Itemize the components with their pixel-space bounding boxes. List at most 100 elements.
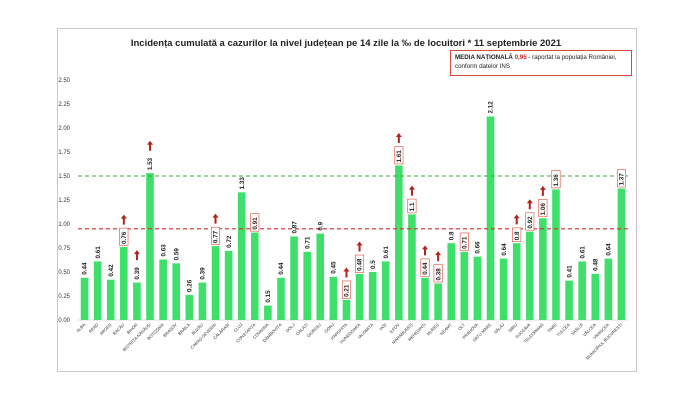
- value-label: 0.87: [291, 221, 298, 234]
- national-average-label: MEDIA NAȚIONALĂ: [455, 54, 513, 61]
- value-label-box: [119, 227, 129, 246]
- value-label: 0.64: [606, 243, 613, 256]
- value-label: 1.06: [540, 202, 547, 215]
- bar: [159, 259, 167, 320]
- increase-arrow-icon: [539, 185, 546, 196]
- bar: [381, 261, 390, 320]
- value-label: 0.42: [108, 264, 115, 277]
- value-label: 1.36: [553, 174, 560, 187]
- bar: [565, 280, 573, 320]
- national-average-text-1: - raportat la populația României,: [526, 54, 617, 61]
- category-label: OLT: [457, 322, 466, 331]
- bar: [539, 218, 547, 320]
- bar: [552, 189, 560, 320]
- national-average-note: MEDIA NAȚIONALĂ 0,95 - raportat la popul…: [450, 50, 632, 76]
- bar: [447, 243, 456, 320]
- value-label: 0.59: [173, 248, 180, 261]
- value-label: 0.45: [331, 261, 338, 274]
- value-label: 0.71: [462, 236, 469, 249]
- category-label: NEAMȚ: [439, 322, 453, 336]
- category-label: BACĂU: [112, 322, 126, 336]
- category-label: GORJ: [323, 322, 335, 334]
- y-tick-label: 1.75: [58, 150, 70, 156]
- national-average-text-2: conform datelor INS: [455, 63, 511, 70]
- bar: [512, 243, 521, 320]
- category-label: DOLJ: [285, 322, 296, 333]
- value-label: 0.48: [357, 258, 364, 271]
- bar: [578, 261, 586, 320]
- value-label-box: [433, 264, 443, 283]
- category-label: TIMIȘ: [546, 322, 558, 334]
- value-label: 0.26: [187, 279, 194, 292]
- bar: [408, 214, 416, 320]
- value-label: 2.12: [488, 101, 495, 114]
- value-label: 0.66: [475, 241, 482, 254]
- increase-arrow-icon: [513, 214, 520, 225]
- bar: [224, 250, 233, 320]
- value-label-box: [407, 198, 417, 214]
- value-label-box: [551, 170, 561, 189]
- value-label-box: [250, 213, 260, 232]
- value-label-box: [512, 227, 522, 242]
- value-label: 0.8: [448, 231, 455, 240]
- value-label: 1.61: [396, 150, 403, 163]
- y-tick-label: 0.50: [58, 270, 70, 276]
- y-tick-label: 0.25: [58, 294, 70, 300]
- value-label: 0.5: [370, 260, 377, 269]
- bar: [172, 263, 181, 320]
- increase-arrow-icon: [435, 251, 442, 262]
- increase-arrow-icon: [120, 214, 127, 225]
- category-label: TULCEA: [556, 322, 571, 337]
- category-label: ARGEȘ: [99, 322, 113, 336]
- bar: [211, 246, 220, 320]
- category-label: ARAD: [88, 322, 100, 334]
- value-label-box: [355, 254, 365, 273]
- value-label: 0.44: [278, 262, 285, 275]
- increase-arrow-icon: [133, 250, 140, 261]
- bar: [277, 277, 285, 320]
- y-tick-label: 1.50: [58, 174, 70, 180]
- category-label: GIURGIU: [306, 322, 322, 338]
- category-label: ALBA: [75, 322, 86, 333]
- value-label: 1.37: [619, 173, 626, 186]
- bar: [591, 273, 600, 320]
- bar: [316, 233, 325, 320]
- value-label: 1.1: [409, 202, 416, 211]
- value-label: 0.48: [592, 258, 599, 271]
- value-label: 0.9: [317, 221, 324, 230]
- bar: [198, 282, 207, 320]
- bar: [342, 299, 351, 320]
- bar: [329, 276, 338, 320]
- y-tick-label: 1.25: [58, 198, 70, 204]
- increase-arrow-icon: [395, 133, 402, 144]
- bar: [617, 188, 626, 320]
- bar: [355, 273, 364, 320]
- value-label-box: [525, 212, 535, 231]
- bar: [604, 258, 613, 320]
- increase-arrow-icon: [212, 213, 219, 224]
- increase-arrow-icon: [356, 241, 363, 252]
- bar: [290, 236, 298, 320]
- category-label: SĂLAJ: [493, 322, 506, 335]
- value-label: 0.76: [121, 231, 128, 244]
- y-tick-label: 0.75: [58, 246, 70, 252]
- value-label: 1.53: [147, 157, 154, 170]
- bar: [460, 251, 469, 320]
- value-label: 0.61: [579, 246, 586, 259]
- y-tick-label: 0.00: [58, 318, 70, 324]
- y-tick-label: 2.50: [58, 78, 70, 84]
- category-label: BRĂILA: [177, 322, 191, 336]
- value-label-box: [394, 146, 404, 165]
- increase-arrow-icon: [343, 267, 350, 278]
- bar: [264, 305, 272, 320]
- y-tick-label: 1.00: [58, 222, 70, 228]
- bar: [80, 277, 89, 320]
- value-label-box: [538, 199, 548, 218]
- increase-arrow-icon: [422, 245, 429, 256]
- value-label: 0.61: [383, 246, 390, 259]
- bar: [421, 277, 429, 320]
- value-label: 0.44: [82, 262, 89, 275]
- value-label: 0.39: [200, 267, 207, 280]
